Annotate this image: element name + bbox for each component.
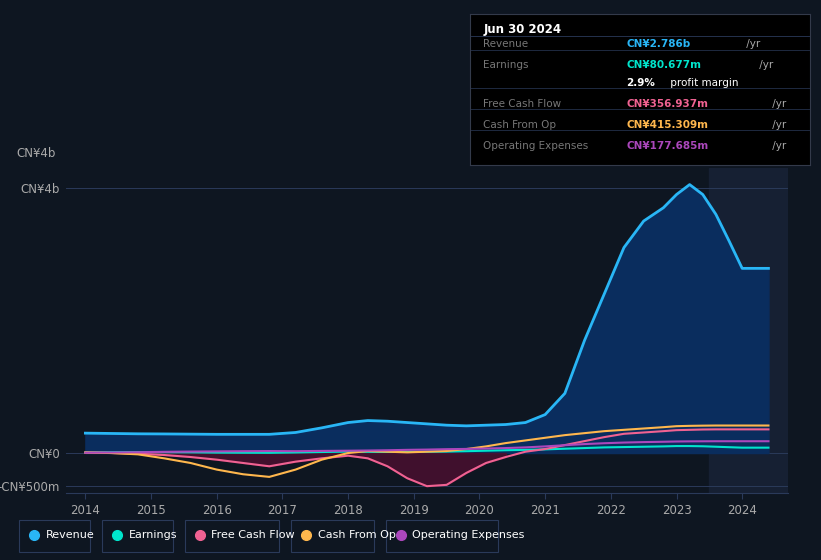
Bar [709, 168, 788, 493]
Text: /yr: /yr [756, 60, 773, 70]
Text: Revenue: Revenue [484, 39, 529, 49]
Text: Revenue: Revenue [46, 530, 94, 540]
Text: /yr: /yr [743, 39, 760, 49]
Text: CN¥80.677m: CN¥80.677m [626, 60, 701, 70]
Text: Cash From Op: Cash From Op [318, 530, 396, 540]
Text: CN¥177.685m: CN¥177.685m [626, 141, 709, 151]
Text: Operating Expenses: Operating Expenses [484, 141, 589, 151]
Text: CN¥415.309m: CN¥415.309m [626, 120, 709, 130]
Text: Earnings: Earnings [484, 60, 529, 70]
Text: /yr: /yr [768, 99, 786, 109]
Text: 2.9%: 2.9% [626, 78, 655, 88]
Text: CN¥2.786b: CN¥2.786b [626, 39, 690, 49]
Text: CN¥356.937m: CN¥356.937m [626, 99, 709, 109]
Text: /yr: /yr [768, 141, 786, 151]
Text: profit margin: profit margin [667, 78, 739, 88]
FancyBboxPatch shape [185, 520, 279, 552]
Text: Free Cash Flow: Free Cash Flow [212, 530, 295, 540]
FancyBboxPatch shape [102, 520, 173, 552]
Text: Cash From Op: Cash From Op [484, 120, 557, 130]
FancyBboxPatch shape [20, 520, 90, 552]
Text: /yr: /yr [768, 120, 786, 130]
Text: Operating Expenses: Operating Expenses [412, 530, 525, 540]
Text: Free Cash Flow: Free Cash Flow [484, 99, 562, 109]
Text: Jun 30 2024: Jun 30 2024 [484, 23, 562, 36]
FancyBboxPatch shape [291, 520, 374, 552]
FancyBboxPatch shape [386, 520, 498, 552]
Text: Earnings: Earnings [129, 530, 177, 540]
Text: CN¥4b: CN¥4b [16, 147, 56, 160]
